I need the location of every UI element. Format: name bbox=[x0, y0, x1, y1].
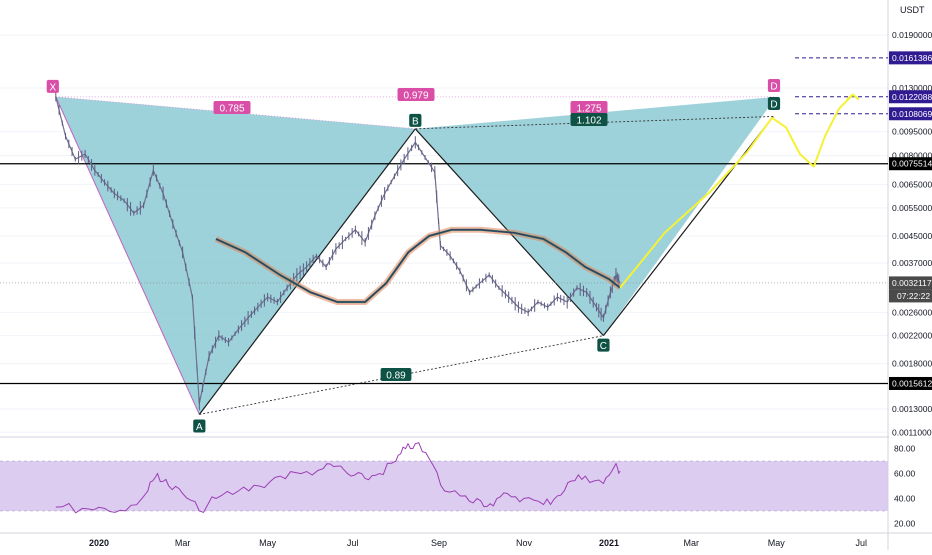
price-tick: 0.0037000 bbox=[892, 258, 932, 268]
ratio-label: 1.102 bbox=[576, 116, 601, 127]
ratio-label-bg bbox=[213, 101, 251, 114]
xab-triangle bbox=[55, 96, 416, 415]
point-label-d: D bbox=[770, 100, 777, 111]
price-tick: 0.0045000 bbox=[892, 231, 932, 241]
leg-xa bbox=[55, 96, 200, 415]
moving-average bbox=[214, 226, 622, 305]
time-tick: Jul bbox=[347, 538, 359, 548]
countdown-badge bbox=[889, 289, 932, 303]
ratio-label-bg bbox=[380, 368, 412, 381]
time-tick: Mar bbox=[175, 538, 191, 548]
point-label-x-bg bbox=[46, 79, 59, 93]
price-tick: 0.0080000 bbox=[892, 151, 932, 161]
price-tick: 0.0190000 bbox=[892, 30, 932, 40]
point-label-a-bg bbox=[193, 419, 206, 433]
point-label-d-alt: D bbox=[770, 82, 777, 93]
time-tick: Nov bbox=[516, 538, 533, 548]
time-tick: May bbox=[259, 538, 277, 548]
price-tick: 0.0055000 bbox=[892, 203, 932, 213]
point-label-b-bg bbox=[409, 113, 422, 127]
price-tick: 0.0130000 bbox=[892, 83, 932, 93]
ratio-label-bg bbox=[570, 113, 608, 126]
price-tick: 0.0013000 bbox=[892, 404, 932, 414]
price-tick: 0.0011000 bbox=[892, 427, 932, 437]
time-tick: Jul bbox=[855, 538, 867, 548]
ratio-label-bg bbox=[397, 88, 435, 101]
point-label-d-bg bbox=[767, 97, 781, 110]
price-marker-label: 0.0122088 bbox=[892, 92, 932, 102]
rsi-tick: 80.00 bbox=[894, 444, 916, 454]
ratio-label: 0.979 bbox=[403, 91, 428, 102]
rsi-band bbox=[0, 461, 888, 511]
price-marker-label: 0.0032117 bbox=[892, 278, 932, 288]
price-marker[interactable] bbox=[889, 276, 932, 290]
ratio-label: 0.89 bbox=[386, 371, 406, 382]
rsi-line bbox=[55, 442, 621, 514]
point-label-c: C bbox=[600, 341, 607, 352]
price-tick: 0.0018000 bbox=[892, 359, 932, 369]
time-tick: Mar bbox=[683, 538, 699, 548]
price-marker-label: 0.0108069 bbox=[892, 109, 932, 119]
time-tick: May bbox=[768, 538, 786, 548]
price-marker-label: 0.0161386 bbox=[892, 53, 932, 63]
point-label-x: X bbox=[49, 82, 56, 93]
ratio-label-bg bbox=[570, 101, 608, 114]
rsi-tick: 20.00 bbox=[894, 518, 916, 528]
time-tick: 2021 bbox=[599, 538, 619, 548]
ma-line-inner bbox=[215, 229, 621, 303]
point-label-a: A bbox=[196, 422, 203, 433]
price-marker[interactable] bbox=[889, 376, 932, 390]
point-label-c-bg bbox=[597, 338, 610, 352]
price-tick: 0.0022000 bbox=[892, 331, 932, 341]
price-marker[interactable] bbox=[889, 107, 932, 121]
price-axis[interactable]: USDT 0.0190000 0.0130000 0.0095000 0.0080000… bbox=[889, 0, 932, 550]
projection bbox=[619, 93, 860, 289]
price-tick: 0.0065000 bbox=[892, 180, 932, 190]
price-marker[interactable] bbox=[889, 90, 932, 104]
time-tick: 2020 bbox=[89, 538, 109, 548]
ratio-label: 0.785 bbox=[219, 104, 244, 115]
countdown-label: 07:22:22 bbox=[897, 291, 930, 301]
point-label-d-alt-bg bbox=[767, 79, 781, 92]
price-tick: 0.0026000 bbox=[892, 307, 932, 317]
rsi-pane bbox=[0, 442, 888, 514]
price-tick: 0.0095000 bbox=[892, 127, 932, 137]
horizontal-levels bbox=[0, 57, 888, 385]
time-tick: Sep bbox=[431, 538, 447, 548]
rsi-tick: 40.00 bbox=[894, 493, 916, 503]
price-marker[interactable] bbox=[889, 51, 932, 65]
point-label-b: B bbox=[412, 116, 419, 127]
currency-label: USDT bbox=[900, 5, 925, 15]
time-axis[interactable]: 2020 Mar May Jul Sep Nov 2021 Mar May Jul bbox=[0, 532, 932, 548]
price-marker[interactable] bbox=[889, 157, 932, 171]
rsi-tick: 60.00 bbox=[894, 469, 916, 479]
bcd-triangle bbox=[415, 96, 777, 336]
price-series bbox=[55, 92, 621, 411]
price-marker-label: 0.0015612 bbox=[892, 378, 932, 388]
ratio-label: 1.275 bbox=[576, 104, 601, 115]
leg-ab bbox=[198, 128, 416, 415]
price-marker-label: 0.0075514 bbox=[892, 159, 932, 169]
projection-arrow bbox=[846, 93, 860, 101]
projection-path bbox=[619, 93, 854, 289]
